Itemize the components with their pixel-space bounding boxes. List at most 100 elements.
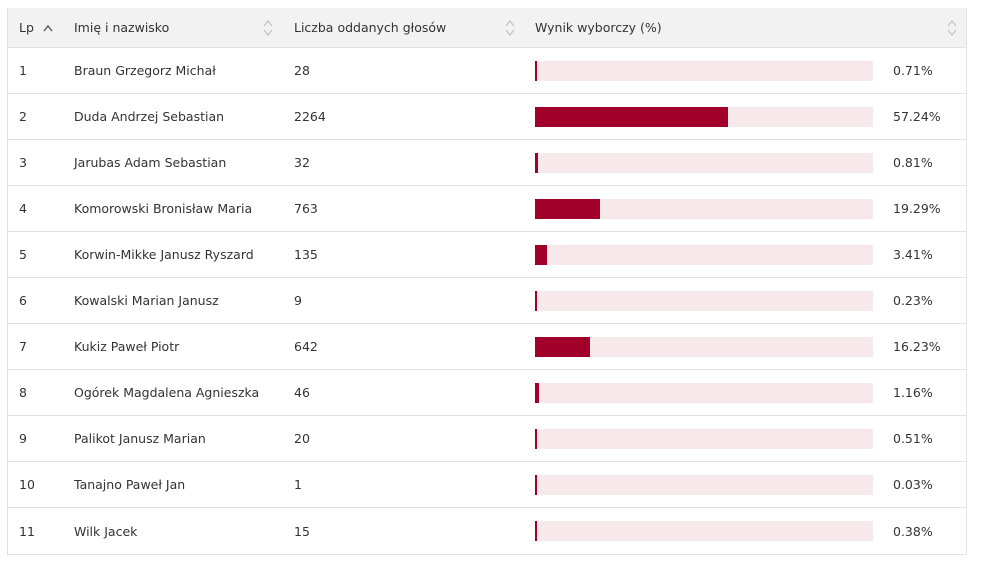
row-lp: 8 bbox=[19, 385, 27, 400]
row-vote-count: 20 bbox=[294, 431, 310, 446]
row-result-bar bbox=[535, 186, 873, 231]
result-bar-fill bbox=[535, 60, 538, 81]
table-row: 4 Komorowski Bronisław Maria 763 19.29% bbox=[8, 186, 966, 232]
table-header: Lp Imię i nazwisko Liczba oddanych głosó… bbox=[8, 8, 966, 48]
table-row: 1 Braun Grzegorz Michał 28 0.71% bbox=[8, 48, 966, 94]
row-lp: 5 bbox=[19, 247, 27, 262]
result-bar-track bbox=[535, 521, 873, 541]
row-result-percent: 0.71% bbox=[893, 63, 933, 78]
row-result-bar bbox=[535, 48, 873, 93]
row-result-bar bbox=[535, 324, 873, 369]
sort-toggle-icon[interactable] bbox=[505, 19, 515, 37]
row-result-percent: 1.16% bbox=[893, 385, 933, 400]
result-bar-fill bbox=[535, 382, 539, 403]
row-lp: 9 bbox=[19, 431, 27, 446]
column-header-name-label: Imię i nazwisko bbox=[74, 20, 170, 35]
column-header-lp-label: Lp bbox=[19, 20, 34, 35]
row-result-percent: 16.23% bbox=[893, 339, 941, 354]
row-result-bar bbox=[535, 278, 873, 323]
row-result-percent: 0.81% bbox=[893, 155, 933, 170]
row-vote-count: 15 bbox=[294, 523, 310, 539]
row-candidate-name: Wilk Jacek bbox=[74, 523, 138, 539]
table-row: 2 Duda Andrzej Sebastian 2264 57.24% bbox=[8, 94, 966, 140]
result-bar-fill bbox=[535, 474, 537, 495]
row-result-bar bbox=[535, 416, 873, 461]
row-candidate-name: Jarubas Adam Sebastian bbox=[74, 155, 227, 170]
row-lp: 2 bbox=[19, 109, 27, 124]
row-result-bar bbox=[535, 232, 873, 277]
result-bar-track bbox=[535, 244, 873, 265]
results-table: Lp Imię i nazwisko Liczba oddanych głosó… bbox=[7, 8, 967, 555]
result-bar-fill bbox=[535, 336, 590, 357]
sort-toggle-icon[interactable] bbox=[263, 19, 273, 37]
result-bar-fill bbox=[535, 290, 537, 311]
row-candidate-name: Ogórek Magdalena Agnieszka bbox=[74, 385, 260, 400]
row-result-percent: 0.38% bbox=[893, 523, 933, 539]
row-lp: 11 bbox=[19, 523, 35, 539]
row-candidate-name: Palikot Janusz Marian bbox=[74, 431, 206, 446]
row-lp: 6 bbox=[19, 293, 27, 308]
row-lp: 3 bbox=[19, 155, 27, 170]
table-body: 1 Braun Grzegorz Michał 28 0.71% 2 Duda … bbox=[8, 48, 966, 554]
table-row: 9 Palikot Janusz Marian 20 0.51% bbox=[8, 416, 966, 462]
row-candidate-name: Braun Grzegorz Michał bbox=[74, 63, 216, 78]
row-result-bar bbox=[535, 94, 873, 139]
row-result-percent: 0.23% bbox=[893, 293, 933, 308]
result-bar-track bbox=[535, 336, 873, 357]
row-candidate-name: Korwin-Mikke Janusz Ryszard bbox=[74, 247, 254, 262]
row-lp: 1 bbox=[19, 63, 27, 78]
row-result-bar bbox=[535, 462, 873, 507]
result-bar-track bbox=[535, 60, 873, 81]
column-header-votes[interactable]: Liczba oddanych głosów bbox=[294, 8, 494, 47]
row-vote-count: 642 bbox=[294, 339, 318, 354]
row-result-percent: 57.24% bbox=[893, 109, 941, 124]
result-bar-fill bbox=[535, 428, 537, 449]
result-bar-fill bbox=[535, 106, 729, 127]
table-row: 3 Jarubas Adam Sebastian 32 0.81% bbox=[8, 140, 966, 186]
row-candidate-name: Kukiz Paweł Piotr bbox=[74, 339, 180, 354]
row-vote-count: 9 bbox=[294, 293, 302, 308]
row-vote-count: 763 bbox=[294, 201, 318, 216]
result-bar-track bbox=[535, 152, 873, 173]
result-bar-track bbox=[535, 290, 873, 311]
table-row: 7 Kukiz Paweł Piotr 642 16.23% bbox=[8, 324, 966, 370]
row-candidate-name: Komorowski Bronisław Maria bbox=[74, 201, 253, 216]
sort-ascending-icon[interactable] bbox=[43, 24, 53, 32]
row-result-bar bbox=[535, 370, 873, 415]
result-bar-fill bbox=[535, 521, 537, 541]
row-vote-count: 2264 bbox=[294, 109, 326, 124]
row-result-percent: 0.51% bbox=[893, 431, 933, 446]
row-vote-count: 28 bbox=[294, 63, 310, 78]
column-header-result-label: Wynik wyborczy (%) bbox=[535, 20, 662, 35]
table-row: 6 Kowalski Marian Janusz 9 0.23% bbox=[8, 278, 966, 324]
row-result-bar bbox=[535, 508, 873, 554]
result-bar-fill bbox=[535, 152, 538, 173]
row-candidate-name: Tanajno Paweł Jan bbox=[74, 477, 186, 492]
row-lp: 7 bbox=[19, 339, 27, 354]
result-bar-fill bbox=[535, 198, 601, 219]
result-bar-track bbox=[535, 474, 873, 495]
row-candidate-name: Kowalski Marian Janusz bbox=[74, 293, 219, 308]
row-vote-count: 32 bbox=[294, 155, 310, 170]
column-header-votes-label: Liczba oddanych głosów bbox=[294, 20, 447, 35]
column-header-name[interactable]: Imię i nazwisko bbox=[74, 8, 274, 47]
table-row: 8 Ogórek Magdalena Agnieszka 46 1.16% bbox=[8, 370, 966, 416]
row-candidate-name: Duda Andrzej Sebastian bbox=[74, 109, 225, 124]
row-lp: 4 bbox=[19, 201, 27, 216]
result-bar-track bbox=[535, 428, 873, 449]
row-result-percent: 3.41% bbox=[893, 247, 933, 262]
column-header-result[interactable]: Wynik wyborczy (%) bbox=[535, 8, 873, 47]
row-vote-count: 135 bbox=[294, 247, 318, 262]
table-row: 5 Korwin-Mikke Janusz Ryszard 135 3.41% bbox=[8, 232, 966, 278]
table-row: 11 Wilk Jacek 15 0.38% bbox=[8, 508, 966, 554]
row-result-percent: 0.03% bbox=[893, 477, 933, 492]
row-result-percent: 19.29% bbox=[893, 201, 941, 216]
result-bar-track bbox=[535, 382, 873, 403]
sort-toggle-icon[interactable] bbox=[947, 19, 957, 37]
result-bar-track bbox=[535, 198, 873, 219]
result-bar-fill bbox=[535, 244, 547, 265]
row-result-bar bbox=[535, 140, 873, 185]
column-header-lp[interactable]: Lp bbox=[19, 8, 59, 47]
row-lp: 10 bbox=[19, 477, 35, 492]
table-row: 10 Tanajno Paweł Jan 1 0.03% bbox=[8, 462, 966, 508]
